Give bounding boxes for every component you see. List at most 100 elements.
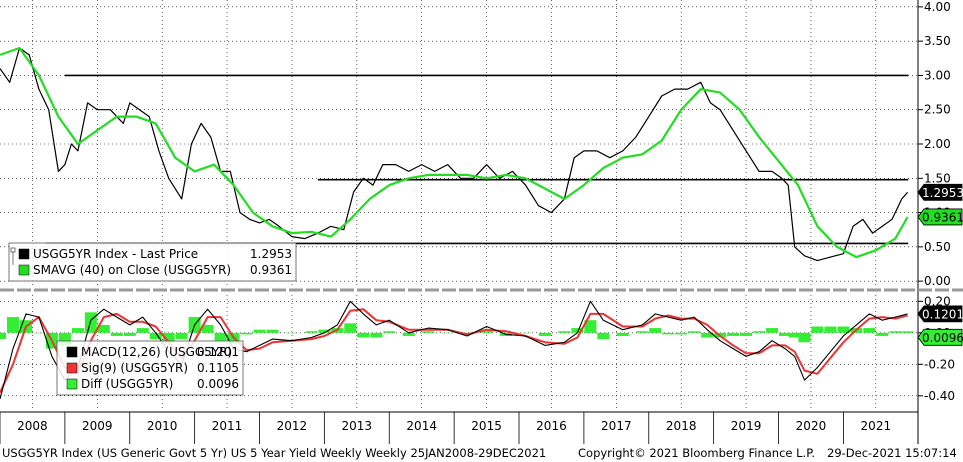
upper-legend-frame	[8, 242, 297, 282]
macd-tag: 0.1201	[917, 305, 963, 323]
y-tick-label: 3.00	[924, 68, 951, 82]
diff-bar	[584, 320, 597, 333]
y-tick-label: 1.50	[924, 171, 951, 185]
x-tick-label: 2021	[861, 419, 892, 433]
legend-value: 1.2953	[250, 247, 292, 261]
footer-timestamp: 29-Dec-2021 15:07:14	[827, 446, 957, 460]
legend-label: Sig(9) (USGG5YR)	[81, 361, 188, 375]
upper-legend: USGG5YR Index - Last Price 1.2953 SMAVG (4…	[8, 242, 297, 282]
diff-bar	[175, 332, 188, 340]
diff-bar	[837, 326, 850, 333]
diff-bar	[889, 331, 902, 333]
legend-swatch-red	[66, 362, 78, 374]
macd-tag-bg	[917, 305, 963, 323]
last-value-tags: 1.2953 0.9361 0.1201 0.0096	[917, 183, 963, 346]
diff-bar	[616, 332, 629, 336]
diff-bar	[636, 331, 649, 333]
diff-bar	[6, 317, 19, 333]
legend-value: 0.9361	[250, 263, 292, 277]
macd-line	[0, 300, 908, 400]
y-tick-label: 0.50	[924, 240, 951, 254]
diff-bar	[422, 331, 435, 333]
diff-bar	[571, 328, 584, 333]
diff-bar	[214, 332, 227, 341]
axes: 4.003.503.002.502.001.501.000.500.000.20…	[0, 0, 963, 444]
legend-label: SMAVG (40) on Close (USGG5YR)	[33, 263, 231, 277]
diff-bar	[480, 329, 493, 333]
legend-value: 0.1105	[197, 361, 239, 375]
x-tick-label: 2008	[17, 419, 48, 433]
legend-swatch-black	[66, 346, 78, 358]
y-tick-label: 2.00	[924, 137, 951, 151]
price-tag-text: 1.2953	[922, 186, 963, 200]
upper-panel-series	[0, 46, 909, 262]
x-tick-label: 2016	[536, 419, 567, 433]
diff-tag-text: 0.0096	[922, 331, 963, 345]
diff-bar	[0, 332, 6, 340]
price-tag: 1.2953	[917, 183, 963, 201]
diff-bar	[370, 332, 383, 338]
upper-panel-grid	[0, 0, 918, 288]
diff-bar	[675, 332, 688, 335]
y-tick-label: 0.00	[924, 274, 951, 288]
diff-bar	[149, 332, 162, 340]
legend-swatch-green	[66, 378, 78, 390]
sma-tag-text: 0.9361	[922, 210, 963, 224]
diff-bar	[136, 328, 149, 333]
footer: USGG5YR Index (US Generic Govt 5 Yr) US …	[0, 444, 963, 462]
sma-tag: 0.9361	[917, 208, 963, 226]
lower-legend: MACD(12,26) (USGG5YR)0.1201 Sig(9) (USGG5…	[56, 340, 244, 396]
diff-bar	[701, 332, 714, 338]
lower-panel-series	[0, 300, 908, 400]
diff-bar	[402, 332, 415, 336]
diff-bar	[285, 332, 298, 334]
x-tick-label: 2009	[82, 419, 113, 433]
legend-label: MACD(12,26) (USGG5YR)	[81, 345, 232, 359]
diff-bar	[441, 332, 454, 334]
x-tick-label: 2014	[406, 419, 437, 433]
chart-canvas: 4.003.503.002.502.001.501.000.500.000.20…	[0, 0, 963, 444]
diff-tag: 0.0096	[917, 328, 963, 346]
diff-bar	[740, 332, 753, 336]
y-tick-label: -0.40	[924, 389, 955, 403]
diff-bar	[779, 332, 792, 336]
footer-source: USGG5YR Index (US Generic Govt 5 Yr) US …	[2, 446, 547, 460]
diff-bar	[71, 328, 84, 333]
diff-bar	[766, 328, 779, 333]
horizontal-levels	[45, 74, 909, 245]
diff-bar	[357, 332, 370, 338]
diff-bar	[538, 332, 551, 336]
diff-bar	[662, 332, 675, 335]
diff-bar	[32, 332, 45, 334]
diff-bar	[266, 329, 279, 333]
legend-swatch-black	[18, 248, 30, 260]
y-tick-label: -0.20	[924, 357, 955, 371]
x-tick-label: 2017	[601, 419, 632, 433]
legend-label: Diff (USGG5YR)	[81, 377, 173, 391]
diff-bar	[876, 332, 889, 336]
diff-tag-bg	[917, 328, 963, 346]
sma-tag-bg	[917, 208, 963, 226]
y-tick-label: 0.20	[924, 294, 951, 308]
x-tick-label: 2020	[796, 419, 827, 433]
price-line	[0, 47, 909, 262]
diff-bar	[201, 324, 214, 333]
x-tick-label: 2010	[147, 419, 178, 433]
diff-bar	[824, 326, 837, 333]
price-tag-bg	[917, 183, 963, 201]
diff-bar	[811, 326, 824, 333]
legend-value: 0.1201	[197, 345, 239, 359]
diff-bar	[798, 332, 811, 343]
legend-value: 0.0096	[197, 377, 239, 391]
diff-bar	[558, 331, 571, 333]
diff-bar	[110, 332, 123, 336]
diff-bar	[688, 331, 701, 333]
lower-legend-frame	[56, 340, 244, 396]
diff-bar	[162, 332, 175, 343]
footer-copyright: Copyright© 2021 Bloomberg Finance L.P.	[578, 446, 815, 460]
diff-bar	[123, 332, 136, 336]
diff-bar	[519, 332, 532, 334]
diff-bar	[727, 332, 740, 336]
x-tick-label: 2013	[342, 419, 373, 433]
diff-bar	[318, 329, 331, 333]
